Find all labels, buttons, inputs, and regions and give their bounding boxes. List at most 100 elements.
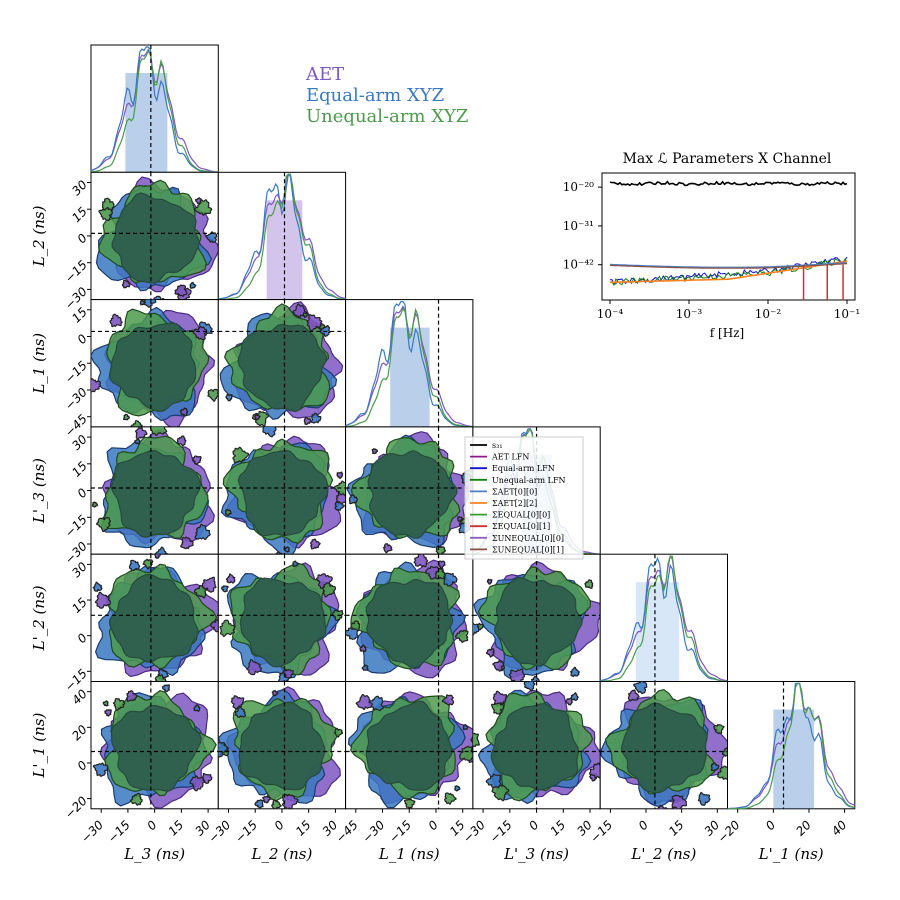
contour-island [121, 279, 131, 289]
inset-x-tick-label: 10⁻³ [676, 307, 703, 321]
contour-island [588, 762, 601, 779]
contour-island [491, 784, 510, 802]
equal-arm-marginal-line [90, 46, 219, 173]
contours [219, 301, 344, 427]
x-tick-label: 15 [166, 818, 187, 839]
contour-island [98, 206, 113, 222]
contour-island [189, 775, 207, 792]
contour-island [192, 325, 208, 341]
psd-legend-label: ΣEQUAL[0][0] [492, 511, 550, 520]
contour-island [350, 620, 361, 632]
contour-island [721, 747, 728, 757]
contour-island [102, 700, 109, 707]
psd-legend-label: ΣEQUAL[0][1] [492, 522, 550, 531]
contour-island [130, 420, 143, 427]
contour-island [104, 709, 112, 717]
x-tick-label: 20 [793, 818, 814, 839]
contour-island [434, 567, 446, 580]
x-tick-label: −30 [460, 818, 488, 846]
x-axis-label: L_3 (ns) [123, 845, 185, 863]
contour-island [194, 199, 213, 216]
overlap-core [367, 450, 458, 539]
overlap-core [493, 576, 583, 667]
contour-island [246, 659, 262, 676]
panel-frame [217, 171, 347, 301]
y-tick-label: −15 [62, 358, 90, 386]
panel-frame [599, 553, 729, 683]
unequal-arm-marginal-line [600, 555, 728, 682]
contour-island [458, 745, 473, 762]
psd-legend: s₃₁ AET LFN Equal-arm LFN Unequal-arm LFN ΣA… [464, 436, 584, 560]
y-tick-label: 20 [69, 722, 90, 743]
contour-island [413, 554, 429, 568]
contour-island [485, 648, 495, 658]
panel-4-2 [345, 553, 474, 683]
y-tick-label: 0 [75, 485, 91, 501]
psd-legend-label: Equal-arm LFN [492, 464, 555, 473]
contour-island [348, 494, 359, 505]
overlap-core [110, 449, 202, 538]
inset-x-tick-label: 10⁻⁴ [597, 307, 624, 321]
panel-1-0 [90, 171, 219, 301]
contour-island [254, 799, 264, 809]
contours [600, 681, 728, 809]
x-axis-label: L'_3 (ns) [503, 845, 569, 863]
legend-unequal-arm: Unequal-arm XYZ [306, 106, 468, 127]
contour-island [454, 785, 461, 792]
panel-4-4 [599, 553, 729, 683]
panel-5-0 [90, 681, 219, 810]
y-axis-label: L_2 (ns) [30, 205, 48, 267]
unequal-arm-marginal-line [345, 307, 473, 428]
x-tick-label: 0 [636, 818, 652, 834]
y-tick-label: 15 [69, 204, 90, 225]
psd-legend-label: AET LFN [491, 453, 529, 462]
contour-island [321, 582, 336, 598]
contour-island [224, 508, 232, 517]
contour-island [207, 388, 219, 403]
contour-island [670, 806, 678, 809]
panel-5-3 [472, 681, 601, 810]
x-tick-label: 0 [426, 818, 442, 834]
panel-1-1 [217, 171, 347, 301]
inset-y-tick-label: 10⁻³¹ [563, 219, 594, 233]
contour-island [161, 684, 170, 693]
y-tick-label: 0 [75, 231, 91, 247]
overlap-core [365, 578, 454, 669]
contours [91, 426, 215, 555]
equal-arm-marginal-line [218, 173, 346, 300]
contour-island [334, 501, 345, 512]
contour-island [271, 799, 282, 809]
unequal-arm-marginal-line [90, 49, 219, 173]
contour-island [442, 572, 458, 587]
contour-island [234, 706, 246, 719]
contour-island [122, 413, 131, 421]
panel-2-0 [90, 299, 219, 428]
contour-island [457, 516, 463, 523]
psd-legend-label: ΣUNEQUAL[0][0] [492, 534, 564, 543]
unequal-arm-marginal-line [727, 682, 855, 810]
x-tick-label: −15 [232, 818, 260, 846]
overlap-core [111, 192, 200, 284]
y-tick-label: −30 [62, 385, 90, 413]
overlap-core [237, 323, 328, 413]
contour-island [671, 794, 688, 809]
contour-island [218, 741, 228, 758]
contour-island [219, 619, 236, 638]
contour-island [633, 681, 648, 695]
contour-island [333, 727, 344, 738]
psd-legend-label: Unequal-arm LFN [492, 476, 566, 485]
x-tick-label: 40 [829, 818, 850, 839]
contour-island [193, 704, 201, 713]
x-axis-label: L_2 (ns) [251, 845, 313, 863]
panel-5-1 [217, 681, 347, 810]
panel-2-2 [345, 299, 474, 428]
contour-island [109, 313, 123, 328]
inset-y-tick-label: 10⁻⁴² [563, 258, 594, 272]
x-tick-label: 15 [666, 818, 687, 839]
x-tick-label: 15 [548, 818, 569, 839]
x-axis-label: L'_1 (ns) [758, 845, 824, 863]
x-tick-label: 0 [526, 818, 542, 834]
contour-island [92, 762, 109, 777]
contour-island [179, 407, 189, 417]
x-tick-label: −15 [588, 818, 616, 846]
